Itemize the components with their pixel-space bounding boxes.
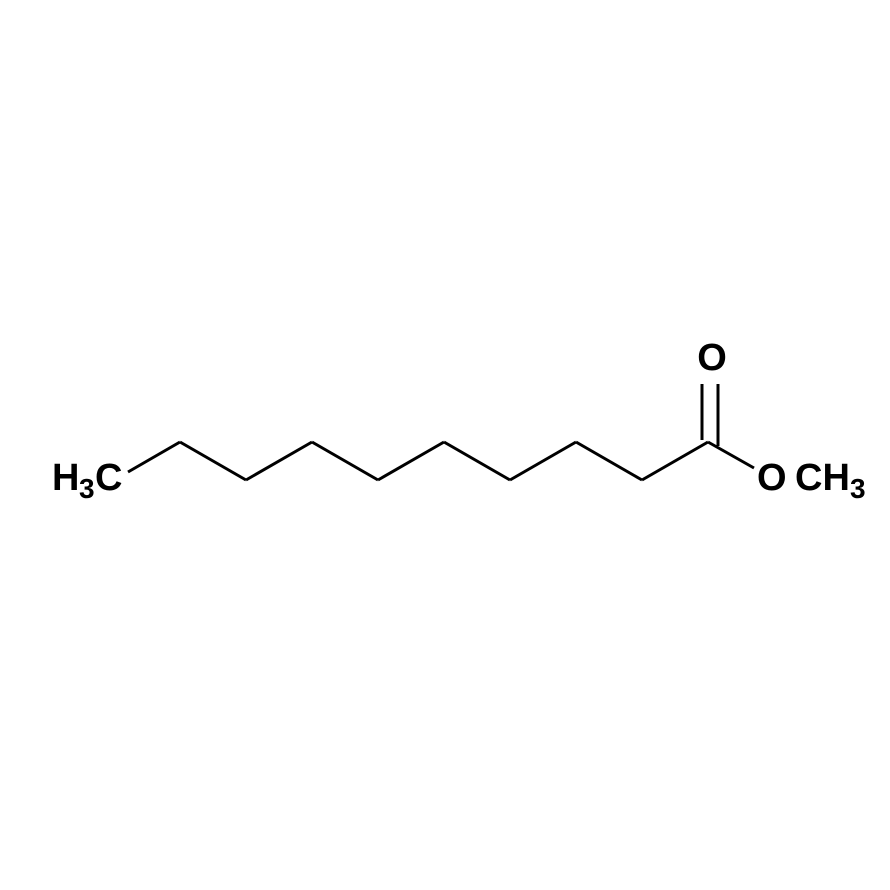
bond xyxy=(312,442,378,480)
molecule-diagram: H3COOCH3 xyxy=(0,0,890,890)
bond xyxy=(444,442,510,480)
bond xyxy=(576,442,642,480)
atom-label-ch3_right: CH xyxy=(795,457,850,499)
atom-label-ch3_right2: 3 xyxy=(850,473,866,504)
bond xyxy=(378,442,444,480)
bond xyxy=(510,442,576,480)
bonds-group xyxy=(128,384,754,480)
bond xyxy=(246,442,312,480)
atom-label-ch3_left: H xyxy=(52,457,79,499)
bond xyxy=(128,442,180,472)
atom-label-ch3_left2: 3 xyxy=(79,473,95,504)
atom-label-o_double: O xyxy=(697,337,727,379)
atom-label-ch3_left3: C xyxy=(95,457,122,499)
labels-group: H3COOCH3 xyxy=(52,337,866,504)
bond xyxy=(642,442,708,480)
bond xyxy=(180,442,246,480)
bond xyxy=(708,442,754,468)
atom-label-o_single: O xyxy=(757,457,787,499)
